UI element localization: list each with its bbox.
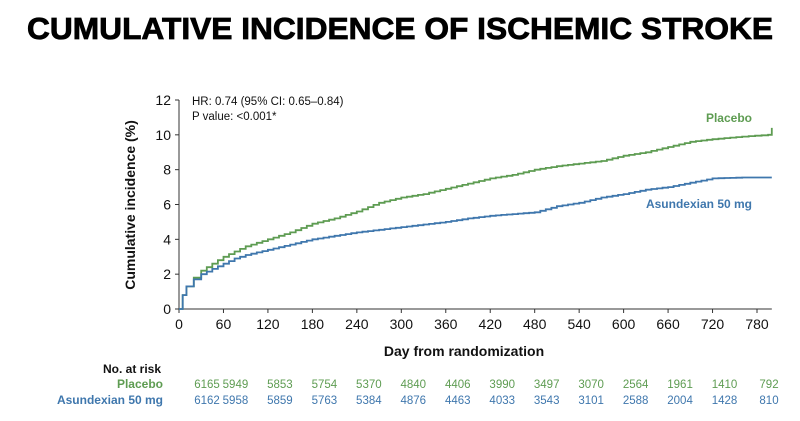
- risk-value: 792: [759, 379, 778, 391]
- risk-value: 4840: [401, 379, 427, 391]
- risk-value: 2588: [623, 395, 649, 407]
- risk-value: 2564: [623, 379, 649, 391]
- risk-value: 5853: [267, 379, 293, 391]
- risk-value: 5384: [356, 395, 382, 407]
- series-line-asundexian: [179, 176, 772, 310]
- risk-value: 6162: [194, 395, 220, 407]
- chart-title: CUMULATIVE INCIDENCE OF ISCHEMIC STROKE: [27, 11, 773, 46]
- risk-table: 6165 5949 5853 5754 5370 4840 4406 3990 3497 3070…: [194, 379, 778, 407]
- risk-row-label-asundexian: Asundexian 50 mg: [57, 393, 163, 407]
- legend-label-placebo: Placebo: [706, 111, 752, 125]
- series-group: [179, 127, 773, 310]
- axes: 0 60 120 180 240 300 360 420 480 540 600 660 720 780 0…: [155, 92, 772, 332]
- risk-value: 1961: [667, 379, 693, 391]
- risk-value: 5859: [267, 395, 293, 407]
- x-tick-label: 0: [175, 316, 183, 332]
- x-tick-label: 240: [345, 316, 369, 332]
- risk-value: 3070: [578, 379, 604, 391]
- annotation-hr: HR: 0.74 (95% CI: 0.65–0.84): [192, 96, 344, 108]
- risk-value: 3497: [534, 379, 560, 391]
- risk-value: 1410: [712, 379, 738, 391]
- x-tick-label: 780: [745, 316, 769, 332]
- x-tick-label: 120: [256, 316, 280, 332]
- risk-value: 1428: [712, 395, 738, 407]
- risk-value: 4463: [445, 395, 471, 407]
- x-tick-label: 600: [612, 316, 636, 332]
- y-tick-label: 4: [163, 231, 171, 247]
- y-tick-label: 2: [163, 266, 171, 282]
- risk-row-label-placebo: Placebo: [117, 377, 163, 391]
- risk-value: 4406: [445, 379, 471, 391]
- y-tick-label: 6: [163, 197, 171, 213]
- y-tick-label: 8: [163, 162, 171, 178]
- risk-value: 5370: [356, 379, 382, 391]
- risk-value: 4876: [401, 395, 427, 407]
- risk-value: 3990: [489, 379, 515, 391]
- x-axis-label: Day from randomization: [384, 343, 544, 359]
- x-tick-label: 540: [567, 316, 591, 332]
- x-tick-label: 300: [390, 316, 414, 332]
- annotation-p-value: P value: <0.001*: [192, 111, 277, 123]
- risk-value: 5958: [223, 395, 249, 407]
- risk-value: 2004: [667, 395, 693, 407]
- risk-value: 810: [759, 395, 778, 407]
- risk-value: 5763: [312, 395, 338, 407]
- risk-value: 3543: [534, 395, 560, 407]
- risk-value: 4033: [489, 395, 515, 407]
- series-line-placebo: [179, 127, 773, 310]
- risk-table-header: No. at risk: [103, 362, 161, 376]
- legend-label-asundexian: Asundexian 50 mg: [646, 197, 752, 211]
- y-axis-label: Cumulative incidence (%): [122, 120, 138, 290]
- risk-value: 5754: [312, 379, 338, 391]
- x-tick-label: 660: [656, 316, 680, 332]
- x-tick-label: 60: [216, 316, 232, 332]
- x-tick-label: 720: [701, 316, 725, 332]
- y-tick-label: 12: [155, 92, 171, 108]
- x-tick-label: 420: [479, 316, 503, 332]
- risk-value: 5949: [223, 379, 249, 391]
- y-tick-label: 10: [155, 127, 171, 143]
- x-tick-label: 360: [434, 316, 458, 332]
- risk-value: 6165: [194, 379, 220, 391]
- risk-value: 3101: [578, 395, 604, 407]
- y-tick-label: 0: [163, 301, 171, 317]
- x-tick-label: 180: [301, 316, 325, 332]
- x-tick-label: 480: [523, 316, 547, 332]
